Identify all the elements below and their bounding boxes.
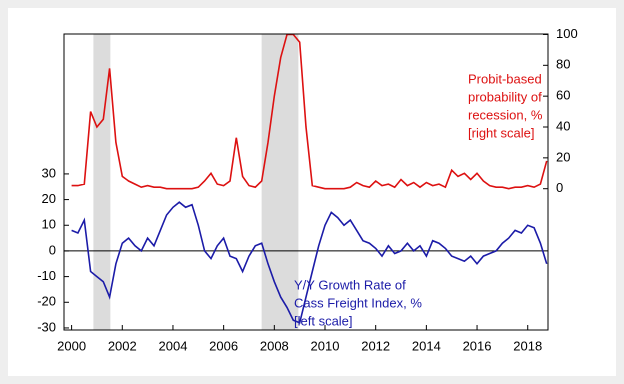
y-tick-label: 30 [42,165,56,180]
y-tick-label: 10 [42,217,56,232]
x-tick-label: 2012 [361,338,390,353]
plot-frame [63,33,549,331]
x-tick-label: 2004 [159,338,188,353]
y2-tick-label: 0 [556,180,563,195]
y-tick-label: -20 [37,294,56,309]
recession-shade [93,34,111,330]
annotation: [left scale] [294,313,353,328]
annotation: Probit-based [468,71,542,86]
y-tick-label: 0 [49,242,56,257]
y-tick-label: -10 [37,268,56,283]
y-tick-label: 20 [42,191,56,206]
annotation: Y/Y Growth Rate of [294,277,406,292]
x-tick-label: 2016 [463,338,492,353]
plot-area [64,34,548,330]
annotation: [right scale] [468,125,534,140]
x-tick-label: 2018 [513,338,542,353]
y2-tick-label: 100 [556,26,578,41]
series-line [71,33,548,190]
annotation: probability of [468,89,542,104]
y-tick-label: -30 [37,319,56,334]
x-tick-label: 2006 [209,338,238,353]
y2-tick-label: 60 [556,88,570,103]
y2-tick-label: 40 [556,118,570,133]
x-tick-label: 2002 [108,338,137,353]
y2-tick-label: 20 [556,149,570,164]
x-tick-label: 2010 [311,338,340,353]
x-tick-label: 2000 [57,338,86,353]
x-tick-label: 2014 [412,338,441,353]
annotation: Cass Freight Index, % [294,295,422,310]
annotation: recession, % [468,107,543,122]
y2-tick-label: 80 [556,57,570,72]
x-tick-label: 2008 [260,338,289,353]
series-line [71,201,548,324]
recession-shade [261,34,299,330]
